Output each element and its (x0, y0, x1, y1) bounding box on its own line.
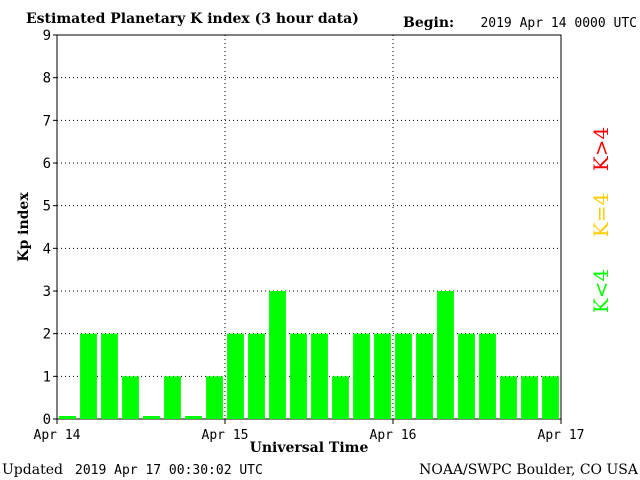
plot-frame (56, 34, 562, 420)
kp-bar (458, 333, 475, 419)
kp-bar (290, 333, 307, 419)
kp-bar (206, 376, 223, 419)
kp-bar (122, 376, 139, 419)
y-tick-label: 2 (43, 327, 51, 343)
x-ticks: Apr 14 Apr 15 Apr 16 Apr 17 (34, 419, 585, 443)
x-tick-label: Apr 15 (202, 428, 249, 443)
y-ticks: 0 1 2 3 4 5 6 7 8 9 (43, 28, 57, 428)
kp-bar (521, 376, 538, 419)
y-tick-label: 3 (43, 284, 51, 300)
kp-bar (353, 333, 370, 419)
kp-bar (479, 333, 496, 419)
x-axis-label: Universal Time (250, 440, 369, 456)
x-tick-label: Apr 17 (538, 428, 585, 443)
updated-label: Updated (2, 462, 63, 478)
y-tick-label: 1 (43, 369, 51, 385)
kp-bar (80, 333, 97, 419)
y-tick-label: 8 (43, 71, 51, 87)
bars (59, 291, 559, 419)
x-tick-label: Apr 16 (370, 428, 417, 443)
kp-bar (416, 333, 433, 419)
kp-bar (101, 333, 118, 419)
y-tick-label: 9 (43, 28, 51, 44)
begin-label: Begin: (403, 15, 454, 31)
y-tick-label: 5 (43, 199, 51, 215)
kp-bar (542, 376, 559, 419)
kp-bar (500, 376, 517, 419)
legend-k-low: K<4 (589, 269, 613, 313)
x-tick-label: Apr 14 (34, 428, 81, 443)
updated-value: 2019 Apr 17 00:30:02 UTC (75, 463, 263, 478)
y-tick-label: 6 (43, 156, 51, 172)
y-tick-label: 7 (43, 113, 51, 129)
kp-bar (395, 333, 412, 419)
y-axis-label: Kp index (16, 192, 32, 262)
begin-value: 2019 Apr 14 0000 UTC (480, 16, 637, 31)
legend-k-equal: K=4 (589, 193, 613, 237)
kp-bar (164, 376, 181, 419)
kp-bar (332, 376, 349, 419)
kp-bar (269, 291, 286, 419)
kp-bar (374, 333, 391, 419)
kp-bar (437, 291, 454, 419)
kp-bar (59, 416, 76, 419)
y-tick-label: 4 (43, 241, 51, 257)
y-tick-label: 0 (43, 412, 51, 428)
kp-bar (185, 416, 202, 419)
credit-text: NOAA/SWPC Boulder, CO USA (419, 462, 639, 478)
kp-bar (227, 333, 244, 419)
kp-bar (248, 333, 265, 419)
grid-lines (57, 35, 561, 419)
kp-bar (143, 416, 160, 419)
legend-k-high: K>4 (589, 127, 613, 171)
chart-title: Estimated Planetary K index (3 hour data… (26, 11, 359, 27)
kp-bar (311, 333, 328, 419)
